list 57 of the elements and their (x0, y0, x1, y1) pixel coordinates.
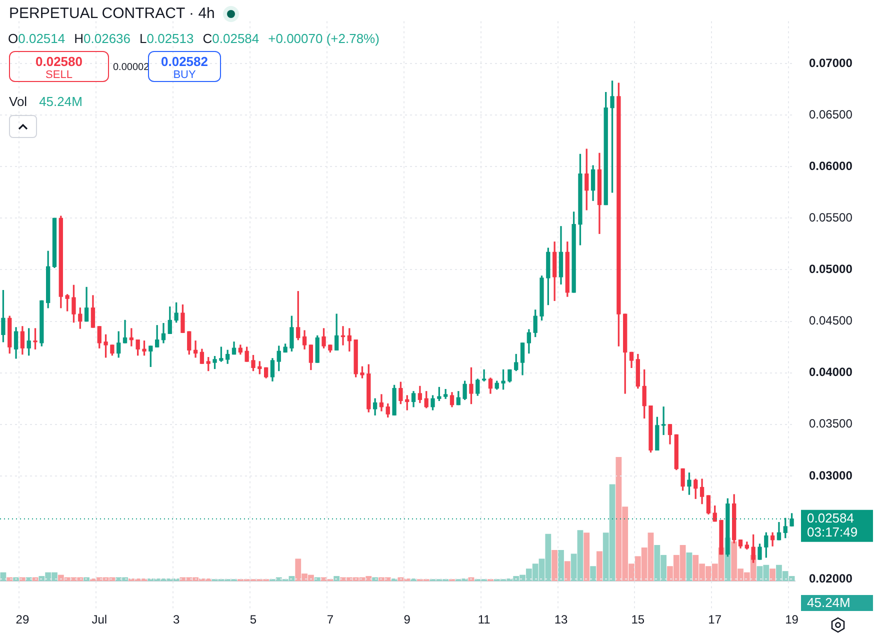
bar (564, 561, 570, 581)
x-tick-label: 3 (172, 612, 180, 627)
x-tick-label: Jul (92, 612, 108, 627)
ref-line-label: 0.02584 (807, 510, 854, 526)
annotation: +0.00070 (+2.78%) (268, 31, 380, 46)
y-tick-label: 0.03000 (809, 468, 853, 482)
y-tick-label: 0.06500 (809, 107, 853, 122)
x-tick-label: 15 (631, 612, 645, 627)
annotation: 0.02513 (146, 31, 194, 46)
annotation: BUY (172, 69, 197, 81)
annotation: H (74, 31, 84, 46)
bar (584, 532, 590, 581)
annotation: O (8, 31, 18, 46)
buy-button: 0.02582 BUY (148, 51, 221, 82)
y-tick-label: 0.05500 (809, 210, 853, 224)
text: 03:17:49 (807, 524, 858, 540)
annotation: L (140, 31, 147, 46)
x-tick-label: 17 (708, 612, 722, 627)
y-tick-label: 0.07000 (809, 56, 853, 70)
x-tick-label: 7 (326, 612, 334, 627)
annotation: 0.02514 (18, 31, 66, 46)
y-tick-label: 0.04000 (809, 365, 853, 380)
x-tick-label: 29 (16, 612, 30, 627)
candlestick (122, 320, 128, 344)
x-tick-label: 19 (785, 612, 799, 627)
y-tick-label: 0.06000 (809, 158, 853, 173)
annotation: 0.00002 (113, 62, 150, 73)
candlestick (482, 369, 486, 382)
bar (558, 550, 564, 581)
bar (596, 551, 602, 581)
text: 45.24M (801, 595, 873, 611)
annotation: SELL (44, 69, 74, 81)
candlestick (193, 340, 198, 358)
x-tick-label: 11 (478, 612, 491, 627)
y-tick-label: 0.04500 (809, 314, 853, 328)
candlestick (379, 394, 384, 412)
bar (686, 552, 692, 581)
annotation: 45.24M (39, 94, 82, 109)
chart-title: PERPETUAL CONTRACT · 4h (9, 5, 215, 22)
bar (590, 566, 596, 581)
candlestick (661, 406, 666, 436)
bar (334, 576, 340, 581)
x-tick-label: 9 (404, 612, 411, 627)
y-tick-label: 0.05000 (809, 262, 853, 276)
annotation: 0.02636 (84, 31, 131, 46)
x-tick-label: 5 (250, 612, 257, 627)
x-tick-label: 13 (554, 612, 568, 627)
annotation: 0.02582 (160, 54, 209, 69)
y-tick-label: 0.03500 (809, 416, 853, 431)
bar (552, 550, 558, 581)
sell-button: 0.02580 SELL (9, 51, 109, 82)
y-tick-label: 0.02000 (809, 571, 853, 586)
annotation: 0.02580 (34, 54, 84, 69)
annotation: Vol (9, 94, 28, 109)
annotation: 0.02584 (212, 31, 260, 46)
annotation: C (202, 31, 212, 46)
bar (770, 568, 776, 581)
